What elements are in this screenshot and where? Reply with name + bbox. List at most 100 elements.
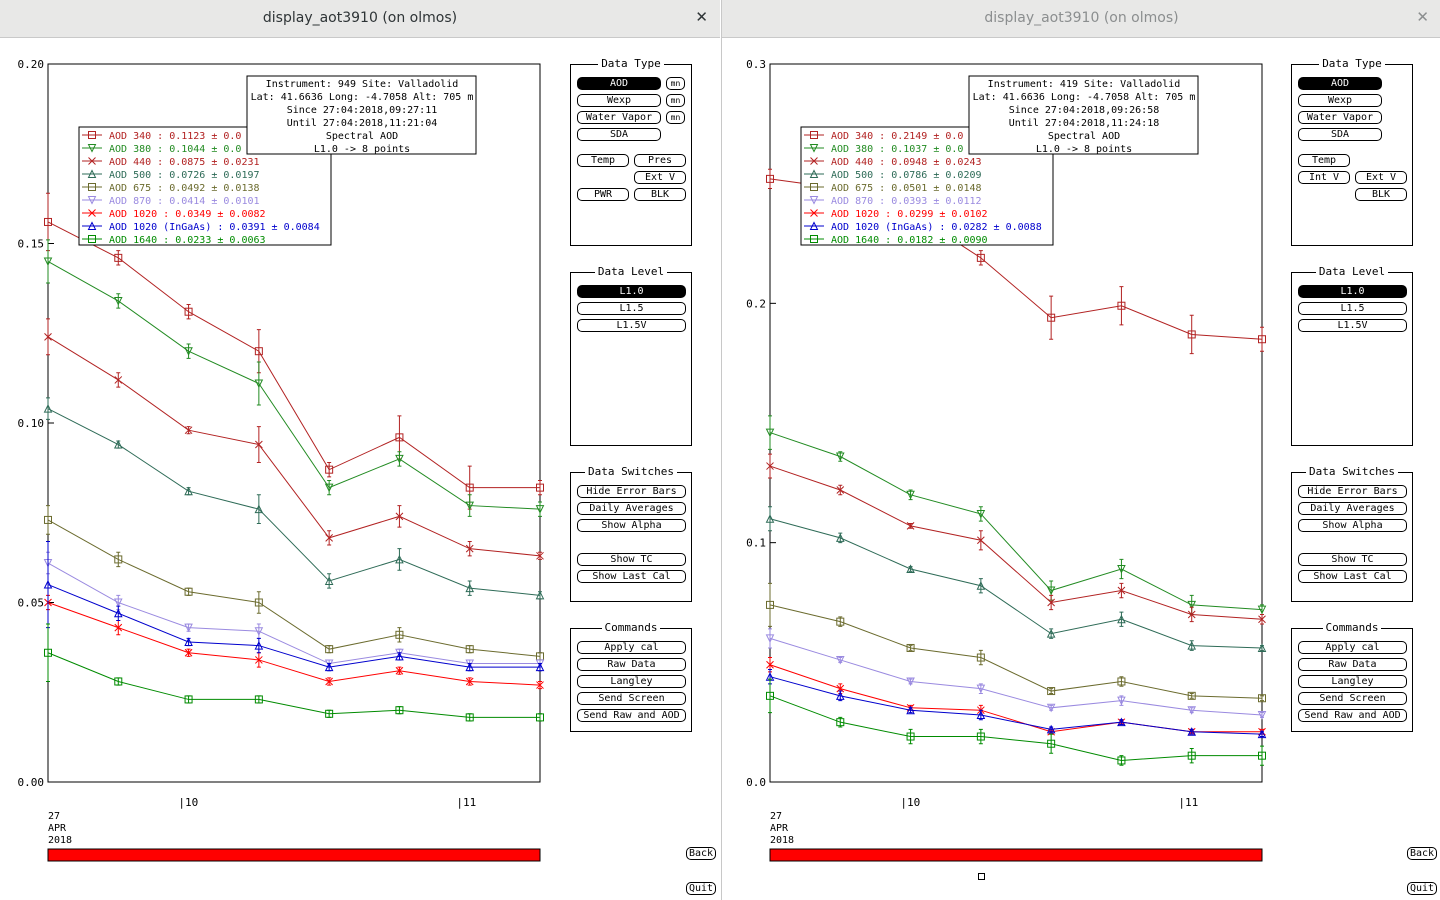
langley-button[interactable]: Langley xyxy=(577,675,686,688)
square-marker xyxy=(766,691,774,700)
data-switches-title: Data Switches xyxy=(584,465,678,478)
raw-data-button[interactable]: Raw Data xyxy=(1298,658,1407,671)
x-marker xyxy=(1187,610,1196,619)
legend-entry: AOD 1020 : 0.0299 ± 0.0102 xyxy=(831,209,988,220)
x-marker xyxy=(44,332,52,341)
raw-data-button[interactable]: Raw Data xyxy=(577,658,686,671)
error-bar xyxy=(768,628,772,649)
date-label: 27 xyxy=(770,811,782,822)
square-marker xyxy=(836,617,845,626)
sda-button[interactable]: SDA xyxy=(577,128,661,141)
show-alpha-button[interactable]: Show Alpha xyxy=(1298,519,1407,532)
triangle-down-marker xyxy=(976,684,986,694)
legend-entry: AOD 1020 (InGaAs) : 0.0282 ± 0.0088 xyxy=(831,222,1042,233)
water-vapor-button[interactable]: Water Vapor xyxy=(1298,111,1382,124)
wexp-mn-button[interactable]: mn xyxy=(666,94,685,107)
pwr-button[interactable]: PWR xyxy=(577,188,629,201)
title-bar: display_aot3910 (on olmos) ✕ xyxy=(722,0,1440,38)
pres-button[interactable]: Pres xyxy=(634,154,686,167)
legend-entry: AOD 675 : 0.0501 ± 0.0148 xyxy=(831,183,982,194)
level-l1-0-button[interactable]: L1.0 xyxy=(577,285,686,298)
error-bar xyxy=(978,649,983,666)
square-marker xyxy=(906,732,915,741)
triangle-up-marker xyxy=(1117,717,1126,727)
quit-button[interactable]: Quit xyxy=(1407,882,1437,895)
blk-button[interactable]: BLK xyxy=(1355,188,1407,201)
series-line xyxy=(47,602,541,686)
series-line xyxy=(769,695,1262,761)
square-marker xyxy=(1258,751,1266,760)
int-v-button[interactable]: Int V xyxy=(1298,171,1350,184)
apply-cal-button[interactable]: Apply cal xyxy=(577,641,686,654)
wexp-button[interactable]: Wexp xyxy=(1298,94,1382,107)
triangle-down-marker xyxy=(765,634,775,644)
triangle-up-marker xyxy=(395,651,404,661)
error-bar xyxy=(327,479,332,496)
close-icon[interactable]: ✕ xyxy=(1416,8,1429,26)
hide-error-bars-button[interactable]: Hide Error Bars xyxy=(577,485,686,498)
show-tc-button[interactable]: Show TC xyxy=(1298,553,1407,566)
triangle-down-marker xyxy=(1187,706,1197,715)
show-last-cal-button[interactable]: Show Last Cal xyxy=(1298,570,1407,583)
daily-averages-button[interactable]: Daily Averages xyxy=(577,502,686,515)
temp-button[interactable]: Temp xyxy=(1298,154,1350,167)
aod-button[interactable]: AOD xyxy=(577,77,661,90)
error-bar xyxy=(1119,286,1124,326)
show-last-cal-button[interactable]: Show Last Cal xyxy=(577,570,686,583)
sda-button[interactable]: SDA xyxy=(1298,128,1382,141)
legend-entry: AOD 340 : 0.1123 ± 0.0 xyxy=(109,131,241,142)
level-l1-5-button[interactable]: L1.5 xyxy=(1298,302,1407,315)
triangle-up-marker xyxy=(113,608,123,618)
level-l1-5v-button[interactable]: L1.5V xyxy=(1298,319,1407,332)
quit-button[interactable]: Quit xyxy=(686,882,716,895)
series-line xyxy=(769,432,1263,611)
send-raw-and-aod-button[interactable]: Send Raw and AOD xyxy=(1298,709,1407,722)
triangle-down-marker xyxy=(87,144,97,153)
wexp-button[interactable]: Wexp xyxy=(577,94,661,107)
send-screen-button[interactable]: Send Screen xyxy=(577,692,686,705)
back-button[interactable]: Back xyxy=(686,847,716,860)
show-tc-button[interactable]: Show TC xyxy=(577,553,686,566)
level-l1-5-button[interactable]: L1.5 xyxy=(577,302,686,315)
square-marker xyxy=(1187,691,1196,700)
x-marker xyxy=(325,677,333,686)
aod-mn-button[interactable]: mn xyxy=(666,77,685,90)
close-icon[interactable]: ✕ xyxy=(695,8,708,26)
ext-v-button[interactable]: Ext V xyxy=(634,171,686,184)
small-square-handle[interactable] xyxy=(978,873,985,880)
temp-button[interactable]: Temp xyxy=(577,154,629,167)
x-marker xyxy=(114,376,123,384)
triangle-up-marker xyxy=(113,439,123,449)
show-alpha-button[interactable]: Show Alpha xyxy=(577,519,686,532)
square-marker xyxy=(184,695,193,704)
back-button[interactable]: Back xyxy=(1407,847,1437,860)
apply-cal-button[interactable]: Apply cal xyxy=(1298,641,1407,654)
water-vapor-button[interactable]: Water Vapor xyxy=(577,111,661,124)
triangle-down-marker xyxy=(1257,605,1267,615)
error-bar xyxy=(256,591,261,614)
level-l1-5v-button[interactable]: L1.5V xyxy=(577,319,686,332)
data-switches-title: Data Switches xyxy=(1305,465,1399,478)
langley-button[interactable]: Langley xyxy=(1298,675,1407,688)
x-marker xyxy=(184,426,193,435)
triangle-down-marker xyxy=(254,627,264,636)
water-vapor-mn-button[interactable]: mn xyxy=(666,111,685,124)
blk-button[interactable]: BLK xyxy=(634,188,686,201)
legend-entry: AOD 500 : 0.0726 ± 0.0197 xyxy=(109,170,260,181)
triangle-up-marker xyxy=(976,581,986,590)
triangle-up-marker xyxy=(976,710,986,719)
send-screen-button[interactable]: Send Screen xyxy=(1298,692,1407,705)
send-raw-and-aod-button[interactable]: Send Raw and AOD xyxy=(577,709,686,722)
error-bar xyxy=(978,728,983,745)
hide-error-bars-button[interactable]: Hide Error Bars xyxy=(1298,485,1407,498)
series-line xyxy=(47,562,540,665)
aod-button[interactable]: AOD xyxy=(1298,77,1382,90)
level-l1-0-button[interactable]: L1.0 xyxy=(1298,285,1407,298)
daily-averages-button[interactable]: Daily Averages xyxy=(1298,502,1407,515)
ext-v-button[interactable]: Ext V xyxy=(1355,171,1407,184)
window-title: display_aot3910 (on olmos) xyxy=(262,10,458,26)
info-line: L1.0 -> 8 points xyxy=(314,144,410,155)
x-marker xyxy=(766,660,774,669)
square-marker xyxy=(1187,330,1196,339)
triangle-down-marker xyxy=(87,196,97,205)
